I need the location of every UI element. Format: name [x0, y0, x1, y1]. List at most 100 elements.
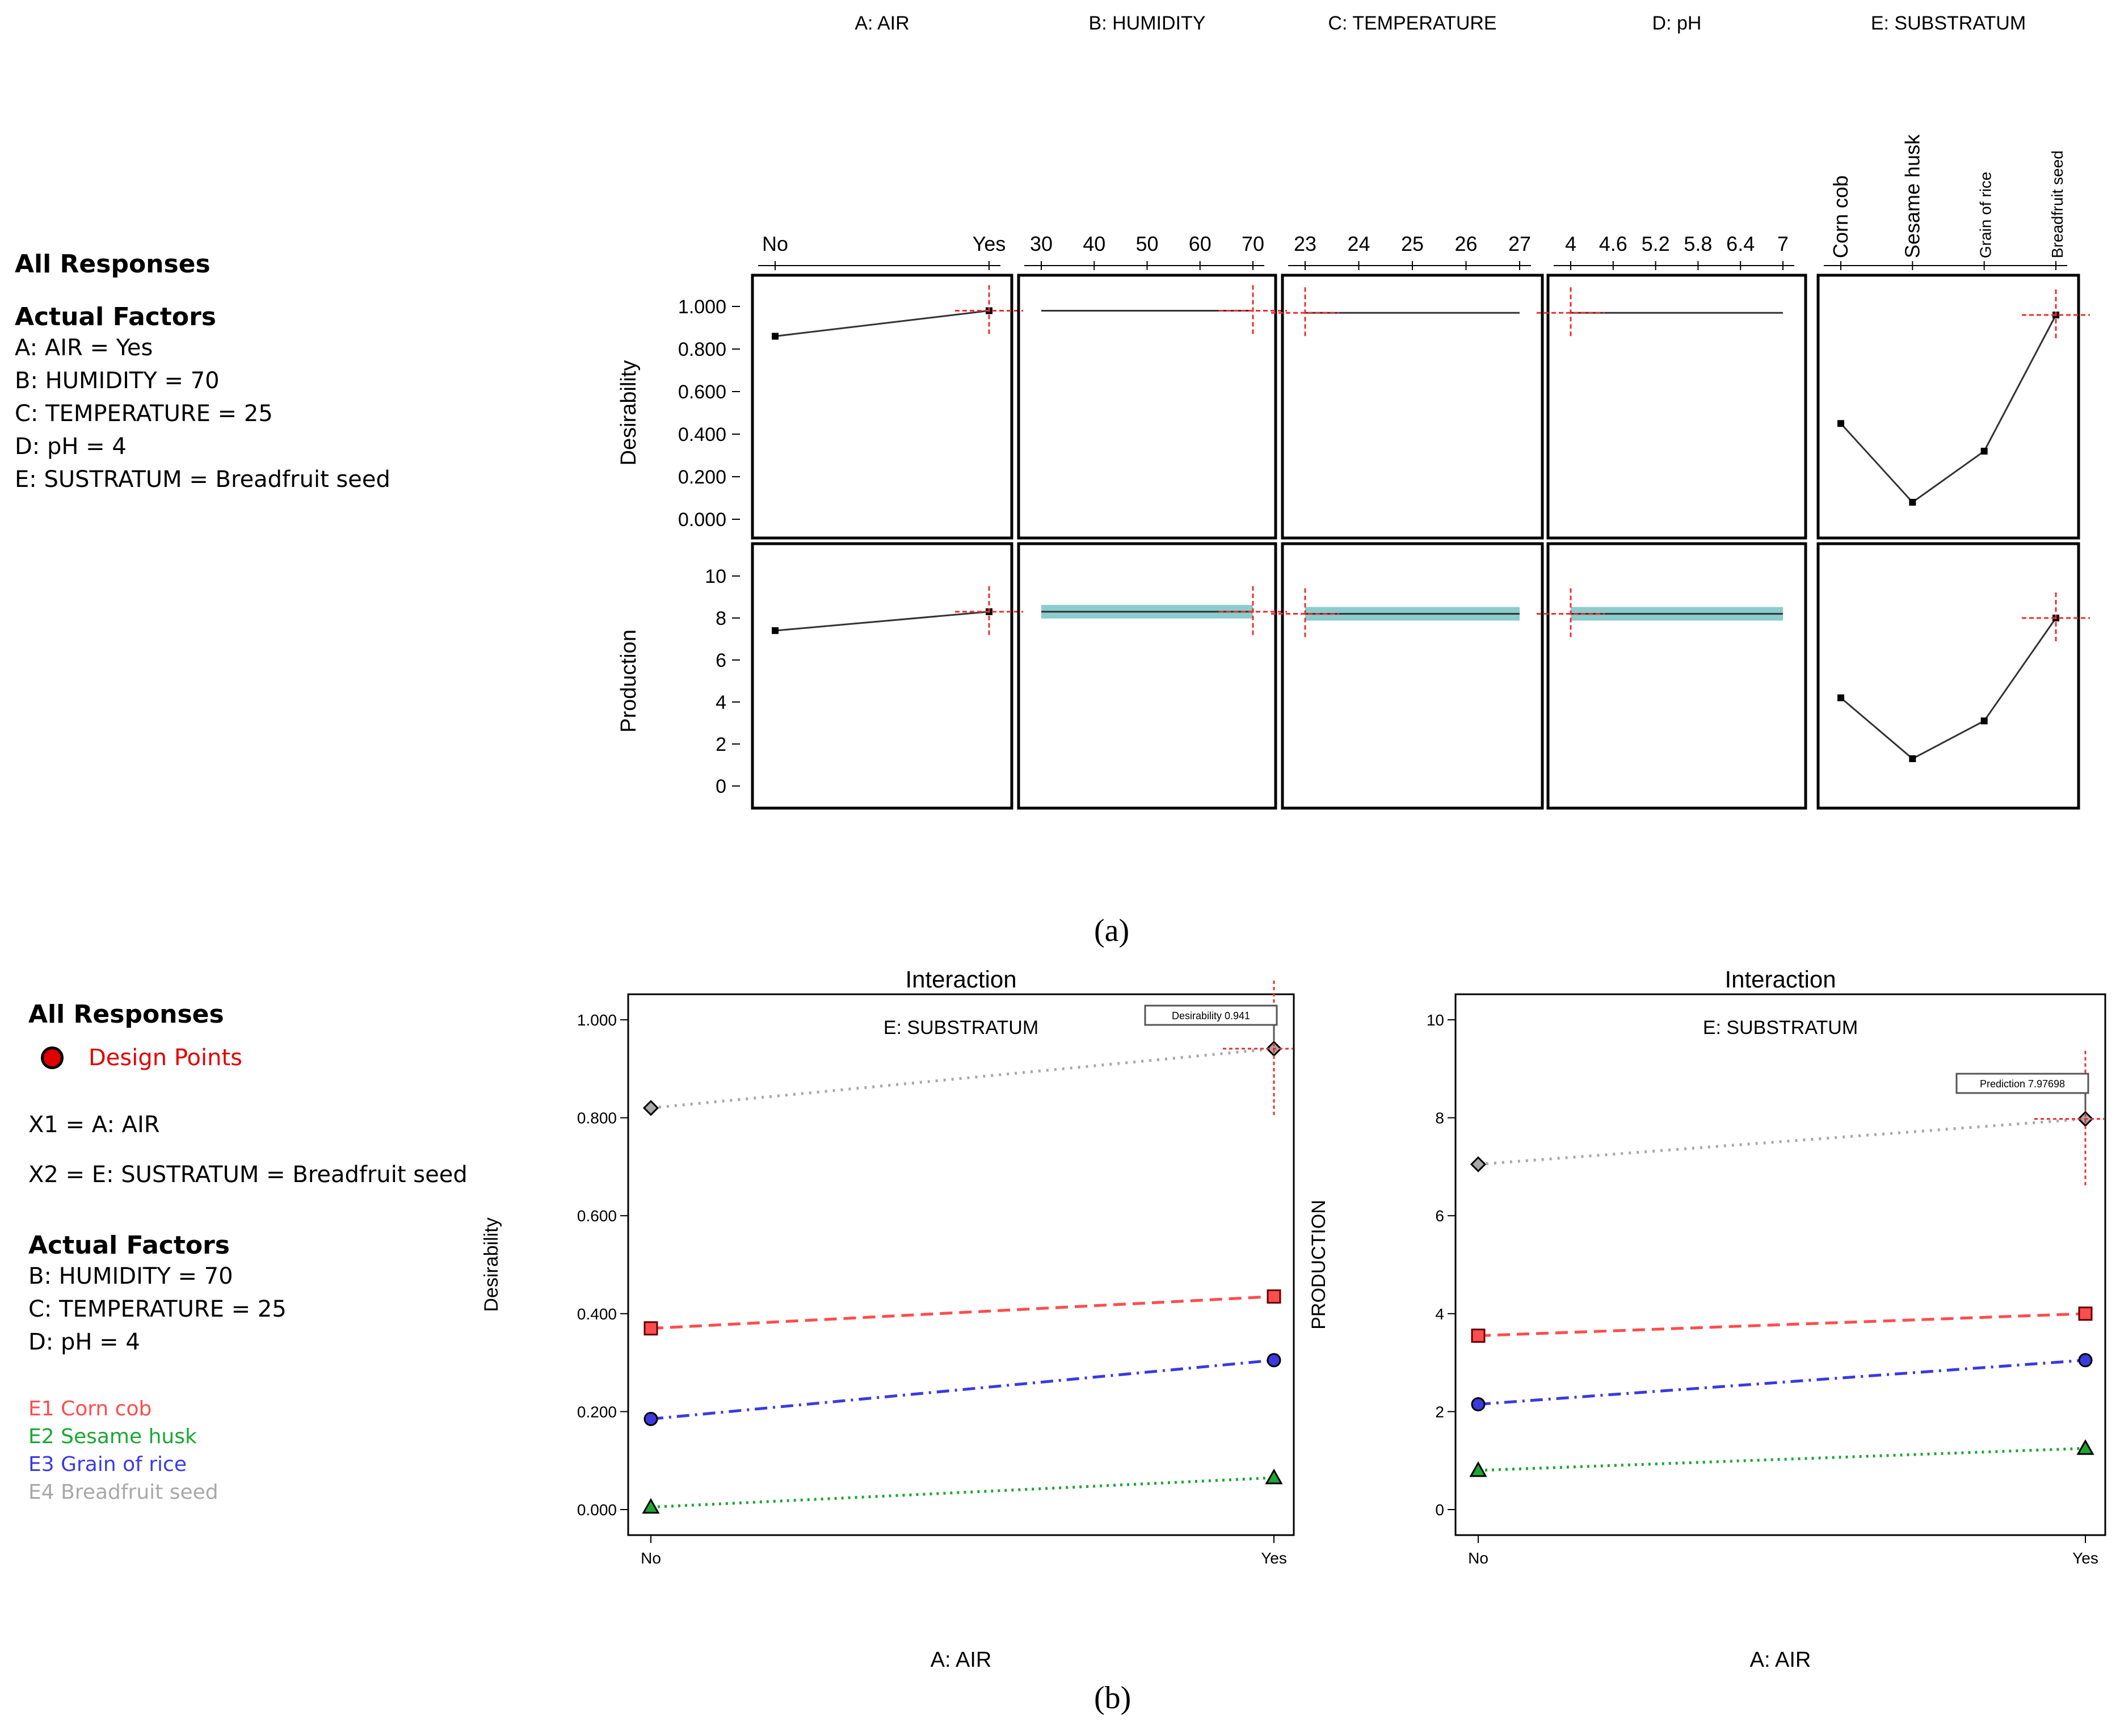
x1-label: X1 = A: AIR — [28, 1112, 160, 1138]
chart-subtitle: E: SUBSTRATUM — [1703, 1017, 1858, 1039]
row-desirability: Desirability 0.000 0.200 0.400 0.600 0.800 1.0… — [617, 296, 740, 531]
plot-frame — [1454, 993, 2106, 1536]
data-point — [2076, 1439, 2094, 1455]
row-production: Production 0 2 4 6 8 10 — [617, 566, 740, 797]
series-line — [1478, 1312, 2086, 1338]
substratum-legend: E1 Corn cob E2 Sesame husk E3 Grain of r… — [28, 1395, 468, 1506]
all-responses-heading: All Responses — [15, 250, 211, 279]
production-panel — [1271, 542, 1544, 810]
series-0 — [642, 1040, 1282, 1116]
desirability-panel — [751, 274, 1023, 540]
y-axis-label: Desirability — [617, 360, 641, 466]
data-point — [1267, 1353, 1281, 1368]
x-tick-label: Grain of rice — [1977, 172, 1995, 259]
y-tick-label: 0.000 — [577, 1501, 617, 1519]
data-point — [772, 333, 779, 340]
factor-header: D: pH — [1652, 12, 1702, 34]
series-line — [650, 1295, 1274, 1330]
factor-temperature: C: TEMPERATURE = 25 — [28, 1296, 287, 1322]
x-tick-label: 27 — [1508, 232, 1531, 255]
chart-subtitle: E: SUBSTRATUM — [884, 1017, 1038, 1039]
series-line — [650, 1047, 1274, 1109]
caption-b: (b) — [1094, 1680, 1131, 1716]
production-panel — [1017, 542, 1287, 810]
x-tick-label: 4.6 — [1599, 232, 1627, 255]
legend-item-corn-cob: E1 Corn cob — [28, 1397, 152, 1420]
legend-item-breadfruit-seed: E4 Breadfruit seed — [28, 1481, 218, 1504]
factor-a-air: A: AIR No Yes — [751, 12, 1023, 810]
series-0 — [1470, 1111, 2094, 1172]
panel-frame — [751, 542, 1013, 810]
desirability-panel — [1537, 274, 1807, 540]
data-point — [772, 627, 779, 634]
panel-frame — [1546, 542, 1807, 810]
all-responses-heading: All Responses — [28, 1000, 224, 1029]
factor-header: E: SUBSTRATUM — [1871, 12, 2026, 34]
x-axis-label: A: AIR — [1750, 1648, 1811, 1672]
data-point — [643, 1411, 658, 1426]
data-point — [1267, 1289, 1281, 1304]
x-tick-label: Sesame husk — [1900, 134, 1924, 258]
actual-factors-panel-b: All Responses Design Points X1 = A: AIR … — [28, 1000, 468, 1506]
x-tick-label: Yes — [2072, 1549, 2098, 1567]
y-tick-label: 0.000 — [678, 509, 726, 531]
y-tick-label: 0.800 — [577, 1109, 617, 1127]
y-tick-label: 6 — [716, 650, 726, 671]
y-tick-label: 10 — [705, 566, 726, 587]
x-tick-label: 23 — [1294, 232, 1316, 255]
actual-factors-heading: Actual Factors — [28, 1231, 230, 1260]
factor-humidity: B: HUMIDITY = 70 — [28, 1263, 233, 1289]
factor-temperature: C: TEMPERATURE = 25 — [15, 401, 273, 427]
x-tick-label: 25 — [1401, 232, 1424, 255]
data-point — [1837, 694, 1844, 701]
y-axis-label: Desirability — [481, 1217, 502, 1312]
x-tick-label: 40 — [1083, 232, 1105, 255]
y-tick-label: 0.800 — [678, 339, 726, 360]
factor-c-temperature: C: TEMPERATURE 23 24 25 26 27 — [1271, 12, 1544, 810]
x-tick-label: 24 — [1347, 232, 1370, 255]
y-tick-label: 8 — [1435, 1109, 1444, 1127]
design-points-legend: Design Points — [28, 1041, 468, 1074]
desirability-panel — [1271, 274, 1544, 540]
y-tick-label: 0.400 — [678, 424, 726, 445]
factor-e-substratum: E: SUBSTRATUM Corn cob Sesame husk Grain of… — [1816, 12, 2090, 810]
y-tick-label: 1.000 — [577, 1011, 617, 1029]
data-point — [1469, 1461, 1487, 1477]
y-tick-label: 0 — [1435, 1501, 1444, 1519]
annotation-box — [1955, 1073, 2089, 1094]
series-2 — [643, 1353, 1281, 1426]
x-tick-label: 50 — [1135, 232, 1158, 255]
legend-item-grain-of-rice: E3 Grain of rice — [28, 1453, 187, 1476]
factor-humidity: B: HUMIDITY = 70 — [15, 368, 220, 394]
x-tick-label: 7 — [1777, 232, 1789, 255]
data-point — [1471, 1397, 1486, 1411]
data-point — [1909, 755, 1916, 762]
data-point — [1265, 1468, 1283, 1485]
data-point — [1909, 499, 1916, 506]
y-tick-label: 0.600 — [577, 1207, 617, 1225]
factor-ph: D: pH = 4 — [15, 434, 127, 460]
factor-d-ph: D: pH 4 4.6 5.2 5.8 6.4 7 — [1537, 12, 1807, 810]
y-tick-label: 10 — [1427, 1011, 1444, 1029]
panel-frame — [1017, 542, 1277, 810]
desirability-trace — [775, 310, 990, 337]
x-tick-label: 5.8 — [1684, 232, 1712, 255]
x2-label: X2 = E: SUSTRATUM = Breadfruit seed — [28, 1162, 468, 1188]
y-tick-label: 8 — [716, 608, 726, 629]
x-axis-label: A: AIR — [931, 1648, 992, 1672]
y-tick-label: 0.200 — [577, 1403, 617, 1420]
design-point-marker-icon — [41, 1046, 64, 1069]
y-axis-label: Production — [617, 629, 641, 733]
data-point — [2078, 1306, 2093, 1321]
y-axis-label: PRODUCTION — [1308, 1200, 1330, 1330]
data-point — [1471, 1329, 1486, 1343]
data-point — [643, 1321, 658, 1336]
y-tick-label: 0.400 — [577, 1305, 617, 1323]
production-panel — [1816, 542, 2090, 810]
series-line — [1478, 1117, 2086, 1166]
data-point — [2078, 1353, 2093, 1368]
x-tick-label: No — [641, 1549, 661, 1567]
interaction-chart-desirability: Interaction E: SUBSTRATUM 0.000 0.200 0.400 0… — [481, 966, 1295, 1672]
